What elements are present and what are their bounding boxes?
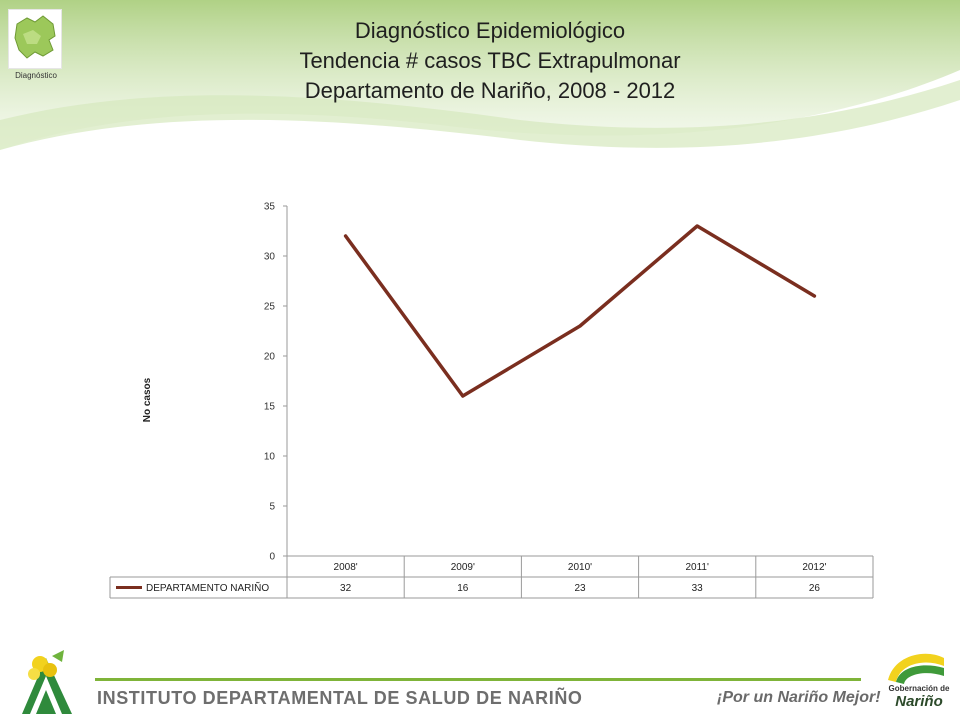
map-icon: [14, 15, 56, 59]
x-category-label: 2011': [685, 562, 709, 573]
x-category-label: 2010': [568, 562, 592, 573]
footer-divider: [95, 678, 861, 681]
y-tick-label: 20: [264, 352, 276, 363]
data-point: [578, 324, 582, 328]
table-data-value: 26: [809, 583, 821, 594]
line-chart: 0 5 10 15 20 25 30 35 No casos 2008' 2009' 2010' 201…: [109, 202, 874, 599]
title-line-2: Tendencia # casos TBC Extrapulmonar: [299, 48, 681, 73]
y-tick-label: 15: [264, 402, 276, 413]
x-category-label: 2009': [451, 562, 475, 573]
title-line-1: Diagnóstico Epidemiológico: [354, 18, 626, 43]
x-category-label: 2012': [802, 562, 826, 573]
data-point: [461, 394, 465, 398]
slogan: ¡Por un Nariño Mejor!: [717, 689, 881, 706]
footer: INSTITUTO DEPARTAMENTAL DE SALUD DE NARI…: [0, 640, 960, 720]
page-title: Diagnóstico Epidemiológico Tendencia # c…: [210, 16, 770, 106]
table-data-value: 32: [340, 583, 352, 594]
title-line-3: Departamento de Nariño, 2008 - 2012: [304, 78, 676, 103]
gobernacion-label-top: Gobernación de: [888, 684, 950, 693]
data-point: [812, 294, 816, 298]
gobernacion-label-bottom: Nariño: [895, 693, 943, 710]
logo-caption: Diagnóstico: [15, 71, 57, 80]
institute-name: INSTITUTO DEPARTAMENTAL DE SALUD DE NARI…: [97, 688, 583, 708]
legend-series-name: DEPARTAMENTO NARIÑO: [146, 581, 269, 594]
x-category-label: 2008': [334, 562, 358, 573]
y-tick-label: 10: [264, 452, 276, 463]
table-data-value: 23: [574, 583, 586, 594]
y-tick-label: 25: [264, 302, 276, 313]
header-background: [0, 0, 960, 150]
y-tick-label: 5: [269, 502, 275, 513]
y-tick-label: 0: [269, 552, 275, 563]
instituto-logo-icon: [22, 650, 72, 714]
table-data-value: 16: [457, 583, 469, 594]
gobernacion-logo-icon: [888, 653, 944, 684]
series-line-departamento-narino: [343, 224, 817, 398]
y-tick-label: 35: [264, 202, 276, 213]
table-data-value: 33: [692, 583, 704, 594]
data-point: [695, 224, 699, 228]
data-point: [344, 234, 348, 238]
y-tick-label: 30: [264, 252, 276, 263]
department-map-logo: [8, 9, 62, 69]
y-axis-label: No casos: [142, 377, 153, 422]
